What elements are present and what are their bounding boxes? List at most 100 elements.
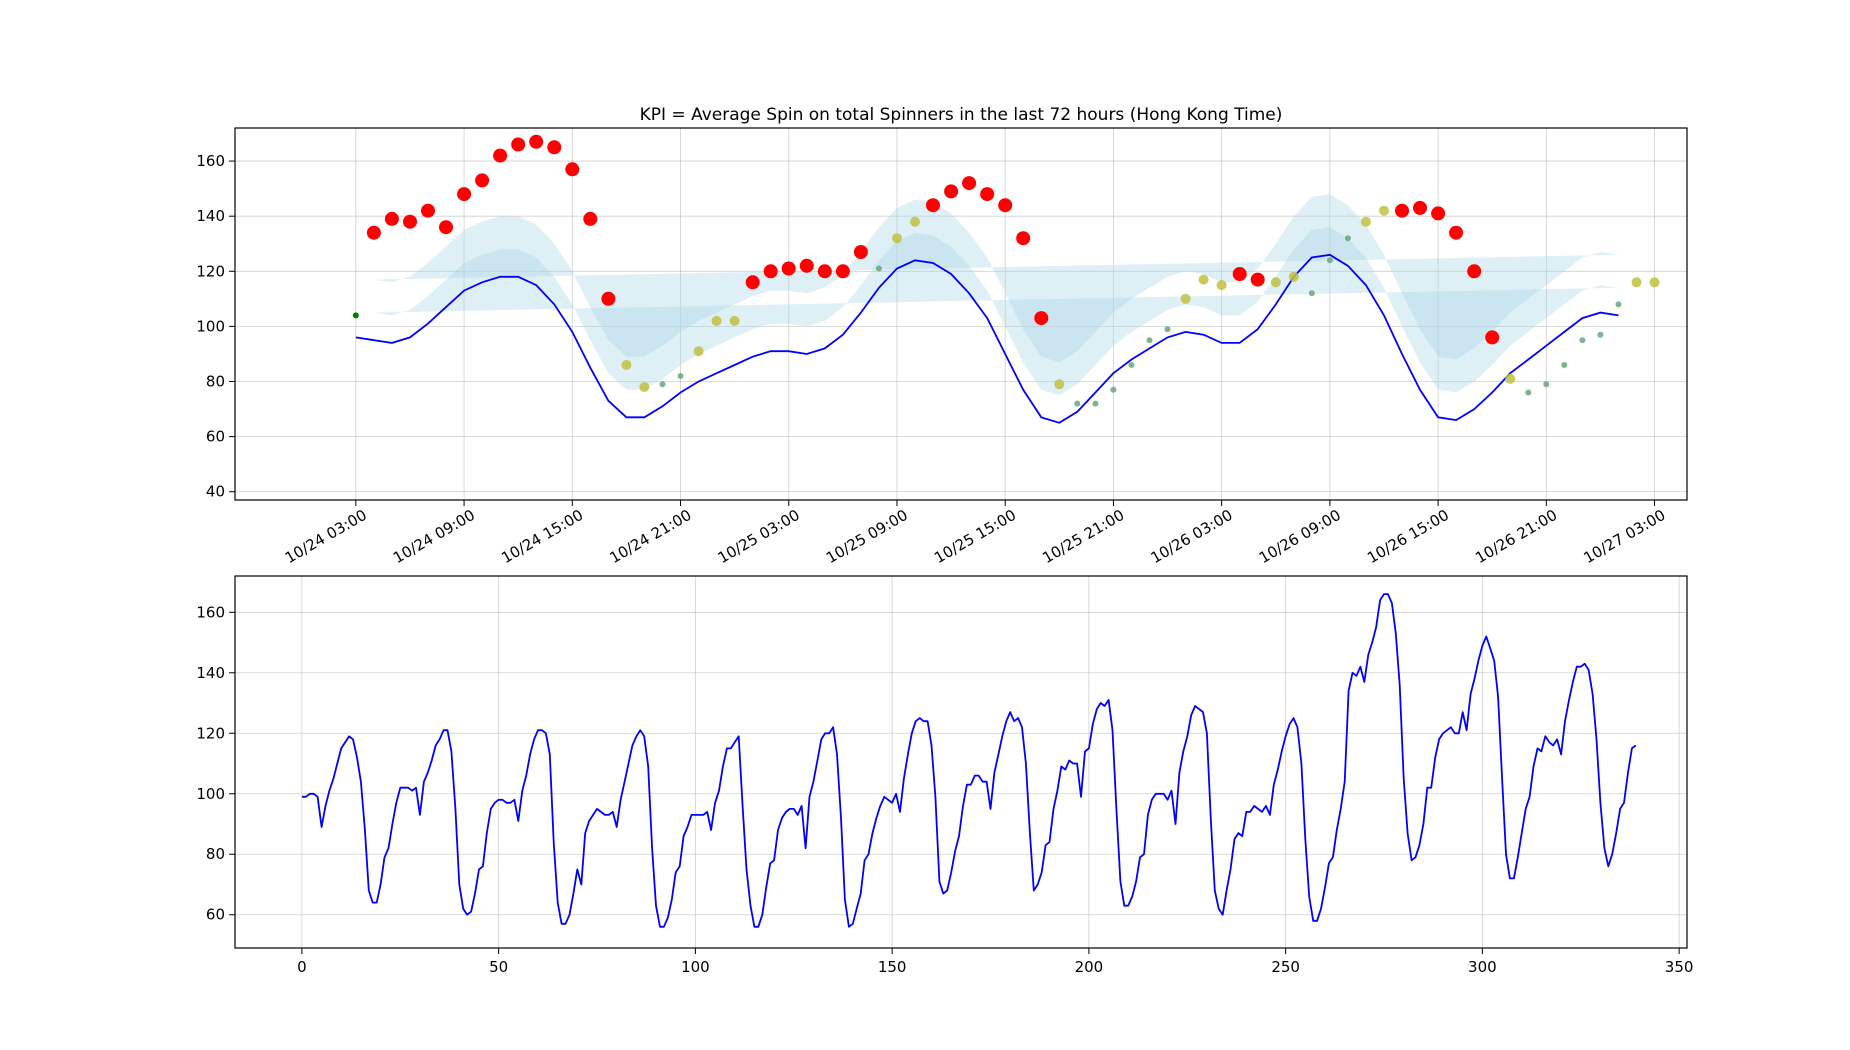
observed-point-high [944,184,959,199]
observed-point-warn [1270,277,1281,288]
history-line [301,593,1637,928]
outer-confidence-band [373,194,1619,363]
top-grid [235,128,1687,500]
observed-point-ok [1308,290,1315,297]
observed-point-first [352,312,359,319]
forecast-line [355,253,1619,424]
observed-point-warn [729,315,740,326]
observed-point-warn [1360,216,1371,227]
bottom-x-tick-label: 350 [1665,958,1694,976]
observed-point-high [1232,267,1247,281]
observed-point-warn [1054,379,1065,390]
forecast-chart: KPI = Average Spin on total Spinners in … [196,105,1688,567]
bottom-x-tick-label: 200 [1075,958,1104,976]
observed-point-high [799,258,814,273]
observed-point-high [835,264,850,279]
observed-point-warn [1649,277,1660,288]
observed-point-high [403,214,417,229]
observed-point-ok [1164,326,1171,333]
observed-point-high [1485,330,1500,345]
observed-point-ok [1074,400,1081,407]
observed-point-high [1250,272,1265,287]
observed-point-high [529,134,544,149]
top-y-tick-label: 120 [196,262,225,280]
bottom-y-tick-label: 80 [206,845,225,863]
observed-point-high [1034,311,1049,326]
bottom-x-tick-label: 0 [297,958,307,976]
observed-point-ok [1543,381,1550,388]
observed-point-high [817,264,832,279]
chart-title: KPI = Average Spin on total Spinners in … [640,105,1283,125]
observed-point-high [1431,206,1446,221]
observed-point-high [998,198,1013,213]
confidence-bands [373,194,1619,396]
top-x-tick-label: 10/25 15:00 [931,506,1019,567]
observed-point-high [475,173,490,188]
top-x-tick-label: 10/26 03:00 [1148,506,1236,567]
observed-point-high [421,203,435,218]
history-series-line [301,593,1637,928]
bottom-y-tick-label: 140 [196,664,225,682]
bottom-y-tick-label: 160 [196,603,225,621]
observed-point-high [1449,225,1464,240]
bottom-grid [235,576,1687,948]
observed-point-high [1395,203,1409,218]
bottom-x-tick-label: 150 [878,958,907,976]
observed-point-high [926,198,940,213]
observed-point-high [547,140,562,155]
bottom-x-tick-label: 100 [681,958,710,976]
observed-point-high [384,211,399,226]
observed-point-high [1413,200,1427,215]
observed-point-high [366,225,381,240]
bottom-y-ticks: 60 80 100 120 140 160 [196,603,235,924]
observed-point-warn [1180,293,1191,304]
top-x-tick-label: 10/26 15:00 [1364,506,1452,567]
observed-point-high [781,261,796,276]
observed-point-ok [1128,362,1135,368]
observed-point-warn [1631,277,1642,288]
observed-point-high [745,275,760,290]
observed-point-ok [1344,235,1351,242]
observed-points [352,134,1660,407]
top-x-tick-label: 10/25 09:00 [823,506,911,567]
top-x-tick-label: 10/24 21:00 [607,506,695,567]
observed-point-high [1467,264,1482,279]
observed-point-warn [1288,271,1299,282]
top-y-tick-label: 140 [196,207,225,225]
top-x-tick-label: 10/26 21:00 [1472,506,1560,567]
observed-point-high [439,220,453,235]
top-x-tick-label: 10/24 09:00 [390,506,478,567]
top-x-tick-label: 10/25 03:00 [715,506,803,567]
top-y-tick-label: 60 [206,428,225,446]
observed-point-warn [1379,205,1389,216]
top-x-ticks: 10/24 03:00 10/24 09:00 10/24 15:00 10/24 2… [282,500,1669,567]
top-axes-frame [234,127,1688,501]
bottom-y-tick-label: 100 [196,785,225,803]
observed-point-warn [711,315,722,326]
observed-point-high [763,264,778,279]
observed-point-high [853,245,868,259]
observed-point-ok [1615,301,1622,308]
observed-point-warn [1505,373,1516,384]
observed-point-ok [1326,257,1333,264]
observed-point-high [511,137,526,152]
top-x-tick-label: 10/26 09:00 [1256,506,1344,567]
bottom-y-tick-label: 60 [206,906,225,924]
observed-point-warn [693,346,704,357]
observed-point-high [493,148,508,163]
observed-point-ok [1525,389,1532,396]
top-y-ticks: 40 60 80 100 120 140 160 [196,152,235,501]
bottom-y-tick-label: 120 [196,724,225,742]
top-x-tick-label: 10/25 21:00 [1039,506,1127,567]
inner-confidence-band [373,227,1619,396]
observed-point-high [565,162,580,177]
observed-point-warn [1216,280,1227,291]
observed-point-ok [1597,331,1604,338]
observed-point-warn [621,360,632,370]
observed-point-warn [1198,274,1209,285]
observed-point-ok [1110,386,1117,393]
observed-point-warn [639,382,650,392]
top-y-tick-label: 40 [206,483,225,501]
observed-point-ok [1579,337,1586,344]
